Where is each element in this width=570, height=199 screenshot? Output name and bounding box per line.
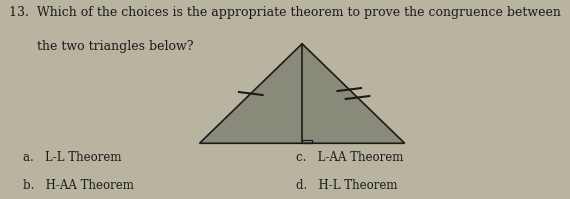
Text: d.   H-L Theorem: d. H-L Theorem [296, 179, 398, 192]
Text: a.   L-L Theorem: a. L-L Theorem [23, 151, 121, 164]
Polygon shape [200, 44, 405, 143]
Text: c.   L-AA Theorem: c. L-AA Theorem [296, 151, 404, 164]
Bar [302, 140, 312, 143]
Text: 13.  Which of the choices is the appropriate theorem to prove the congruence bet: 13. Which of the choices is the appropri… [9, 6, 560, 19]
Text: the two triangles below?: the two triangles below? [37, 40, 194, 53]
Text: b.   H-AA Theorem: b. H-AA Theorem [23, 179, 134, 192]
